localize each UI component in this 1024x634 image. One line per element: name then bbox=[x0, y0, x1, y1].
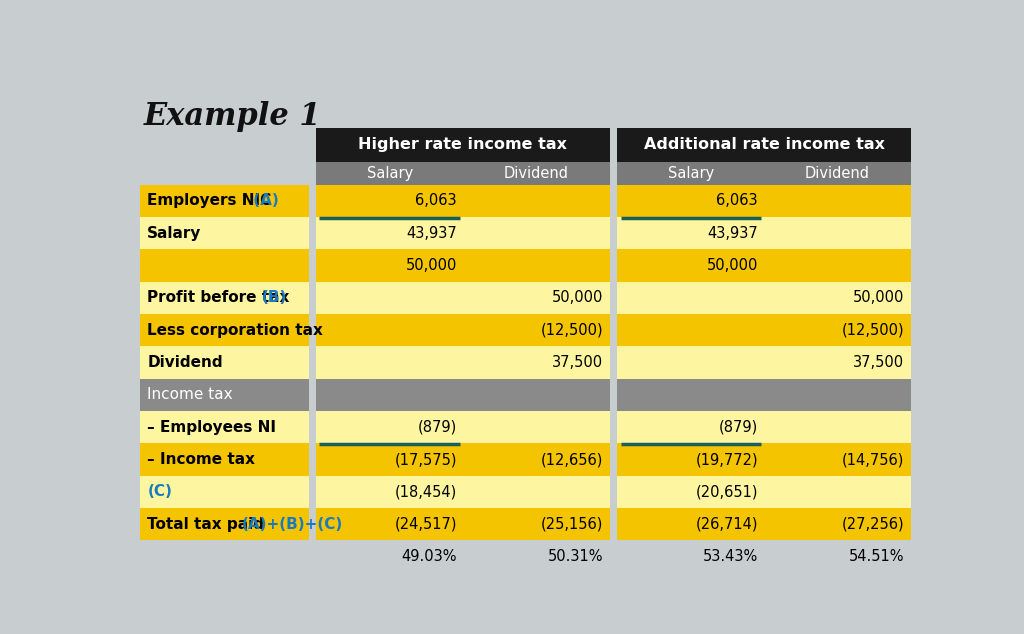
Text: Income tax: Income tax bbox=[147, 387, 233, 403]
Text: 37,500: 37,500 bbox=[552, 355, 603, 370]
Bar bbox=[139, 249, 308, 281]
Bar bbox=[316, 346, 609, 378]
Bar bbox=[316, 129, 609, 162]
Bar bbox=[617, 443, 910, 476]
Text: (12,500): (12,500) bbox=[541, 323, 603, 338]
Bar bbox=[316, 443, 609, 476]
Text: 50,000: 50,000 bbox=[707, 258, 758, 273]
Bar bbox=[139, 217, 308, 249]
Text: (14,756): (14,756) bbox=[842, 452, 904, 467]
Text: Salary: Salary bbox=[367, 165, 413, 181]
Bar bbox=[617, 314, 910, 346]
Bar bbox=[463, 162, 609, 184]
Bar bbox=[139, 346, 308, 378]
Bar bbox=[617, 411, 910, 443]
Bar bbox=[617, 508, 910, 540]
Bar bbox=[316, 476, 609, 508]
Text: 50,000: 50,000 bbox=[853, 290, 904, 306]
Bar bbox=[139, 378, 308, 411]
Text: Salary: Salary bbox=[147, 226, 202, 241]
Text: 50,000: 50,000 bbox=[406, 258, 457, 273]
Bar bbox=[617, 378, 910, 411]
Bar bbox=[139, 540, 308, 573]
Text: (18,454): (18,454) bbox=[394, 484, 457, 500]
Text: 43,937: 43,937 bbox=[708, 226, 758, 241]
Text: Less corporation tax: Less corporation tax bbox=[147, 323, 324, 338]
Bar bbox=[316, 411, 609, 443]
Text: – Income tax: – Income tax bbox=[147, 452, 255, 467]
Text: Dividend: Dividend bbox=[147, 355, 223, 370]
Text: Dividend: Dividend bbox=[805, 165, 870, 181]
Bar bbox=[139, 184, 308, 217]
Bar bbox=[316, 281, 609, 314]
Bar bbox=[316, 508, 609, 540]
Text: 6,063: 6,063 bbox=[716, 193, 758, 209]
Bar bbox=[617, 184, 910, 217]
Text: (A)+(B)+(C): (A)+(B)+(C) bbox=[242, 517, 343, 532]
Text: – Employees NI: – Employees NI bbox=[147, 420, 276, 435]
Text: (B): (B) bbox=[262, 290, 287, 306]
Text: 37,500: 37,500 bbox=[853, 355, 904, 370]
Bar bbox=[139, 411, 308, 443]
Text: (C): (C) bbox=[147, 484, 172, 500]
Text: Profit before tax: Profit before tax bbox=[147, 290, 295, 306]
Bar bbox=[617, 476, 910, 508]
Text: Additional rate income tax: Additional rate income tax bbox=[643, 138, 885, 153]
Text: (17,575): (17,575) bbox=[394, 452, 457, 467]
Bar bbox=[139, 281, 308, 314]
Text: (27,256): (27,256) bbox=[842, 517, 904, 532]
Text: (879): (879) bbox=[719, 420, 758, 435]
Text: Employers NIC: Employers NIC bbox=[147, 193, 276, 209]
Bar bbox=[139, 314, 308, 346]
Text: (879): (879) bbox=[418, 420, 457, 435]
Text: 49.03%: 49.03% bbox=[401, 549, 457, 564]
Text: Dividend: Dividend bbox=[504, 165, 568, 181]
Bar bbox=[617, 129, 910, 162]
Bar bbox=[316, 162, 463, 184]
Text: (12,656): (12,656) bbox=[541, 452, 603, 467]
Text: 54.51%: 54.51% bbox=[849, 549, 904, 564]
Text: 53.43%: 53.43% bbox=[702, 549, 758, 564]
Bar bbox=[316, 249, 609, 281]
Text: (12,500): (12,500) bbox=[842, 323, 904, 338]
Text: 50,000: 50,000 bbox=[552, 290, 603, 306]
Bar bbox=[316, 378, 609, 411]
Text: (A): (A) bbox=[248, 193, 279, 209]
Bar bbox=[617, 346, 910, 378]
Bar bbox=[617, 249, 910, 281]
Bar bbox=[617, 540, 910, 573]
Text: Salary: Salary bbox=[668, 165, 714, 181]
Bar bbox=[617, 162, 764, 184]
Bar bbox=[316, 314, 609, 346]
Text: Total tax paid: Total tax paid bbox=[147, 517, 269, 532]
Bar bbox=[617, 281, 910, 314]
Text: Higher rate income tax: Higher rate income tax bbox=[358, 138, 567, 153]
Text: (25,156): (25,156) bbox=[541, 517, 603, 532]
Text: (24,517): (24,517) bbox=[394, 517, 457, 532]
Text: (26,714): (26,714) bbox=[695, 517, 758, 532]
Bar bbox=[764, 162, 910, 184]
Bar bbox=[139, 508, 308, 540]
Text: (20,651): (20,651) bbox=[695, 484, 758, 500]
Text: 43,937: 43,937 bbox=[407, 226, 457, 241]
Bar bbox=[316, 184, 609, 217]
Bar bbox=[316, 540, 609, 573]
Text: Example 1: Example 1 bbox=[143, 101, 322, 133]
Bar bbox=[617, 217, 910, 249]
Bar bbox=[139, 443, 308, 476]
Text: 50.31%: 50.31% bbox=[548, 549, 603, 564]
Bar bbox=[139, 476, 308, 508]
Text: (19,772): (19,772) bbox=[695, 452, 758, 467]
Bar bbox=[316, 217, 609, 249]
Text: 6,063: 6,063 bbox=[415, 193, 457, 209]
